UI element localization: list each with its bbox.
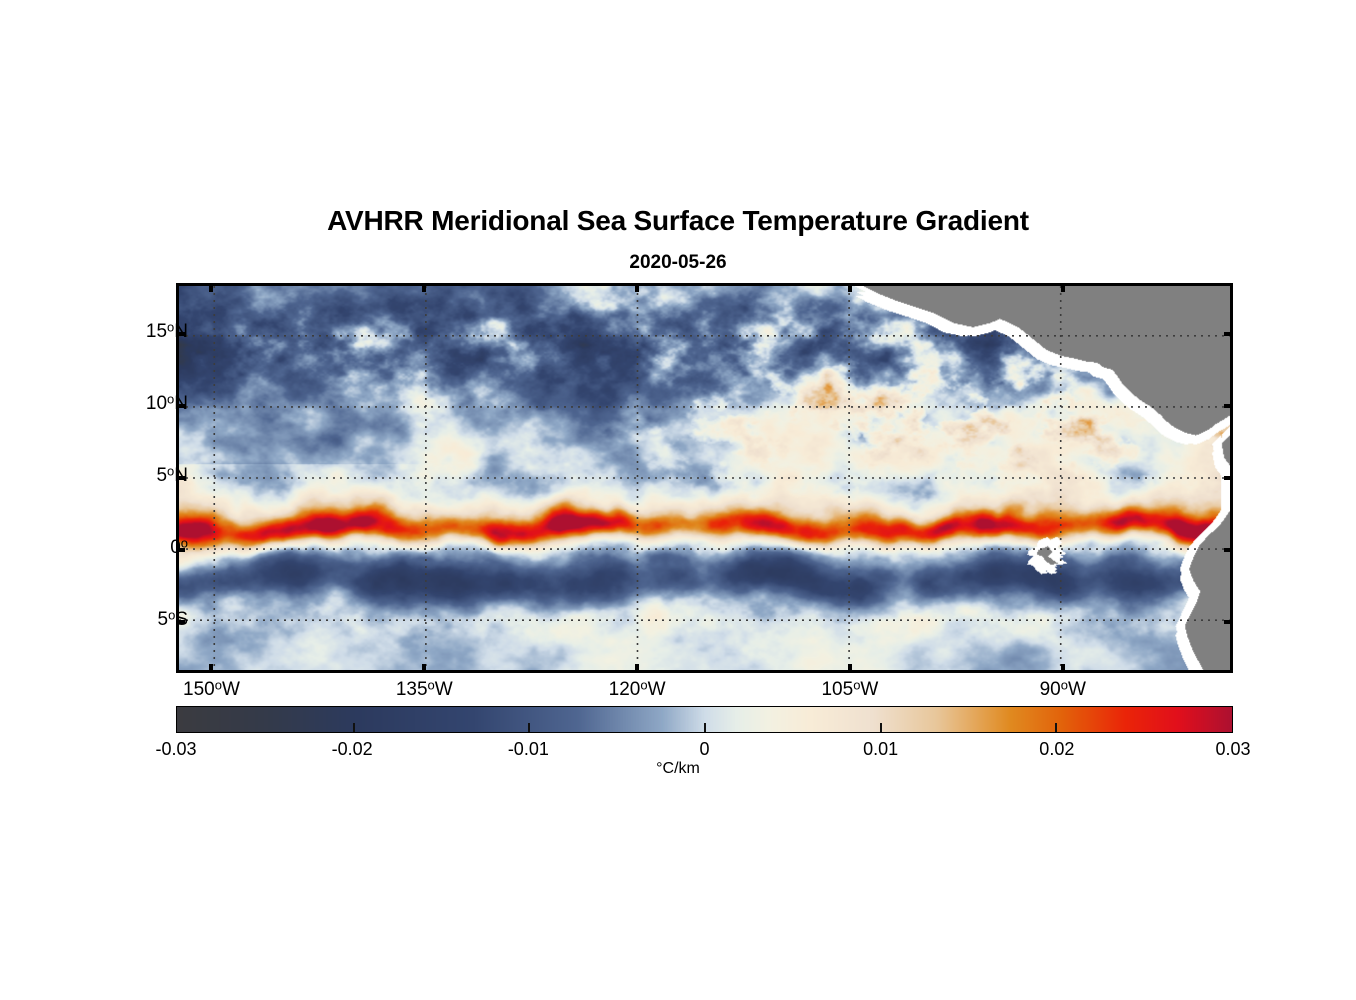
x-tick-mark xyxy=(635,664,640,673)
latitude-tick-label: 5oS xyxy=(157,607,189,631)
latitude-tick-label: 0o xyxy=(170,535,188,559)
y-tick-mark xyxy=(176,331,185,336)
map-plot-area xyxy=(176,283,1233,673)
colorbar-tick-label: -0.01 xyxy=(507,739,549,759)
colorbar-tick-label: 0 xyxy=(699,739,710,759)
colorbar-tick-mark xyxy=(528,723,531,732)
y-tick-mark xyxy=(176,548,185,553)
colorbar-tick-mark xyxy=(1055,723,1058,732)
longitude-tick-label: 135oW xyxy=(395,677,453,700)
y-tick-mark-right xyxy=(1224,476,1233,480)
colorbar-tick-label: -0.02 xyxy=(331,739,373,759)
latitude-tick-label: 10oN xyxy=(145,391,188,414)
x-tick-mark-top xyxy=(209,283,214,292)
colorbar-tick-mark xyxy=(879,723,882,732)
x-tick-mark-top xyxy=(635,283,640,292)
latitude-tick-label: 15oN xyxy=(145,319,188,342)
x-tick-mark-top xyxy=(847,283,852,292)
y-tick-mark xyxy=(176,476,185,480)
colorbar-unit-label: °C/km xyxy=(656,760,700,777)
page-title: AVHRR Meridional Sea Surface Temperature… xyxy=(327,205,1029,236)
longitude-tick-label: 150oW xyxy=(183,677,240,700)
y-tick-mark xyxy=(176,403,185,408)
x-tick-mark xyxy=(1060,664,1065,673)
x-tick-mark xyxy=(847,664,852,673)
latitude-tick-label: 5oN xyxy=(156,463,188,486)
figure-date-subtitle: 2020-05-26 xyxy=(629,252,727,273)
colorbar-tick-mark xyxy=(352,723,355,732)
colorbar xyxy=(176,706,1233,733)
colorbar-tick-label: 0.03 xyxy=(1215,739,1251,759)
x-tick-mark-top xyxy=(422,283,427,292)
y-tick-mark-right xyxy=(1224,548,1233,553)
y-tick-mark xyxy=(176,620,185,625)
longitude-tick-label: 90oW xyxy=(1039,677,1086,700)
sst-gradient-heatmap xyxy=(179,286,1230,670)
x-tick-mark xyxy=(422,664,427,673)
colorbar-tick-mark xyxy=(704,723,706,732)
x-tick-mark xyxy=(209,664,214,673)
y-tick-mark-right xyxy=(1224,331,1233,336)
colorbar-tick-label: -0.03 xyxy=(155,739,197,759)
colorbar-tick-label: 0.01 xyxy=(863,739,899,759)
y-tick-mark-right xyxy=(1224,403,1233,408)
longitude-tick-label: 105oW xyxy=(821,677,879,700)
x-tick-mark-top xyxy=(1060,283,1065,292)
longitude-tick-label: 120oW xyxy=(608,677,666,700)
colorbar-tick-label: 0.02 xyxy=(1039,739,1075,759)
y-tick-mark-right xyxy=(1224,620,1233,625)
